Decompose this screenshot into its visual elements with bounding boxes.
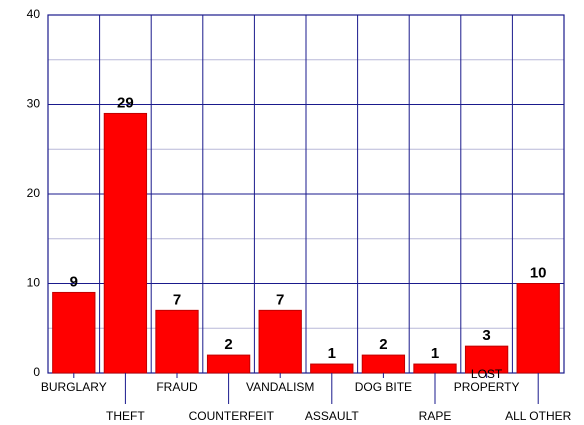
bar — [155, 309, 199, 374]
bar — [516, 283, 560, 374]
bar — [361, 354, 406, 374]
bar — [52, 291, 96, 374]
value-label: 29 — [117, 94, 134, 111]
plot-frame — [47, 14, 565, 374]
x-tick-label: VANDALISM — [245, 380, 315, 394]
x-tick-label: THEFT — [106, 409, 145, 423]
x-tick-label: RAPE — [418, 409, 452, 423]
value-label: 10 — [530, 264, 547, 281]
value-label: 9 — [70, 273, 78, 290]
value-label: 1 — [328, 345, 336, 362]
x-tick-label: COUNTERFEIT — [188, 409, 274, 423]
value-label: 7 — [276, 291, 284, 308]
value-label: 2 — [224, 336, 232, 353]
value-label: 3 — [482, 327, 490, 344]
bar — [103, 112, 148, 374]
y-tick-label: 40 — [27, 7, 41, 21]
y-tick-label: 30 — [27, 97, 41, 111]
value-label: 1 — [431, 345, 439, 362]
value-label: 7 — [173, 291, 181, 308]
value-label: 2 — [379, 336, 387, 353]
bar — [464, 345, 509, 374]
x-tick-label: ASSAULT — [304, 409, 359, 423]
x-tick-label: LOST PROPERTY — [453, 367, 520, 394]
x-tick-label: ALL OTHER — [505, 409, 572, 423]
bar — [310, 363, 354, 374]
bar — [258, 309, 302, 374]
bar — [206, 354, 251, 374]
y-tick-label: 0 — [33, 365, 40, 379]
y-tick-label: 20 — [27, 186, 41, 200]
y-tick-label: 10 — [27, 276, 41, 290]
x-tick-label: DOG BITE — [354, 380, 413, 394]
x-tick-label: BURGLARY — [40, 380, 107, 394]
x-tick-label: FRAUD — [156, 380, 198, 394]
